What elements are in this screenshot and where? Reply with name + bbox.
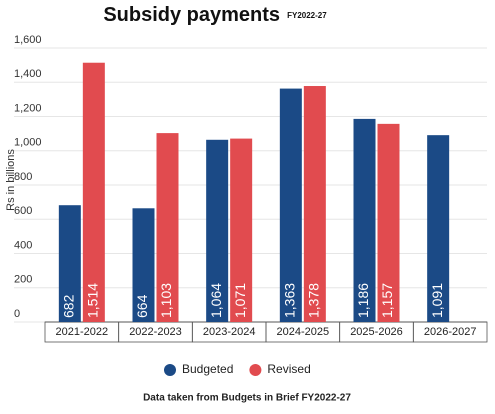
value-label: 1,157	[379, 283, 395, 318]
chart-title-group: Subsidy payments FY2022-27	[103, 4, 327, 26]
value-label: 1,064	[208, 283, 224, 318]
y-tick-label: 1,200	[14, 102, 42, 114]
bar	[279, 88, 302, 323]
legend-marker	[249, 364, 262, 376]
bar	[156, 133, 179, 322]
y-tick-label: 800	[14, 171, 32, 183]
x-tick-label: 2024-2025	[277, 326, 330, 338]
value-label: 1,186	[355, 283, 371, 318]
value-label: 1,378	[306, 283, 322, 318]
legend-label: Budgeted	[182, 362, 233, 376]
x-tick-label: 2021-2022	[56, 326, 109, 338]
legend-label: Revised	[267, 362, 310, 376]
value-label: 682	[61, 294, 77, 318]
y-axis-label: Rs in billions	[5, 149, 17, 211]
y-tick-label: 0	[14, 308, 20, 320]
x-tick-label: 2026-2027	[424, 326, 477, 338]
x-tick-label: 2025-2026	[350, 326, 403, 338]
bar	[132, 208, 155, 322]
bar	[427, 135, 450, 322]
value-label: 1,091	[429, 283, 445, 318]
footnote: Data taken from Budgets in Brief FY2022-…	[143, 393, 351, 404]
bar	[303, 86, 326, 322]
x-tick-cell	[412, 321, 488, 343]
value-label: 1,103	[158, 283, 174, 318]
chart-subtitle: FY2022-27	[287, 11, 327, 20]
bar	[353, 118, 376, 323]
value-label: 1,363	[282, 283, 298, 318]
y-tick-label: 1,600	[14, 34, 42, 46]
bar	[230, 138, 253, 322]
y-tick-label: 600	[14, 205, 32, 217]
y-tick-label: 1,400	[14, 68, 42, 80]
bar	[82, 62, 105, 322]
value-label: 1,514	[85, 283, 101, 318]
y-tick-label: 400	[14, 239, 32, 251]
bar	[206, 139, 229, 322]
bar	[377, 123, 400, 323]
bar	[58, 205, 81, 322]
value-label: 664	[134, 294, 150, 318]
y-tick-label: 1,000	[14, 137, 42, 149]
y-tick-label: 200	[14, 274, 32, 286]
chart-title: Subsidy payments	[103, 4, 280, 26]
x-tick-label: 2022-2023	[129, 326, 182, 338]
legend-marker	[164, 364, 176, 376]
value-label: 1,071	[232, 283, 248, 318]
x-tick-label: 2023-2024	[203, 326, 256, 338]
